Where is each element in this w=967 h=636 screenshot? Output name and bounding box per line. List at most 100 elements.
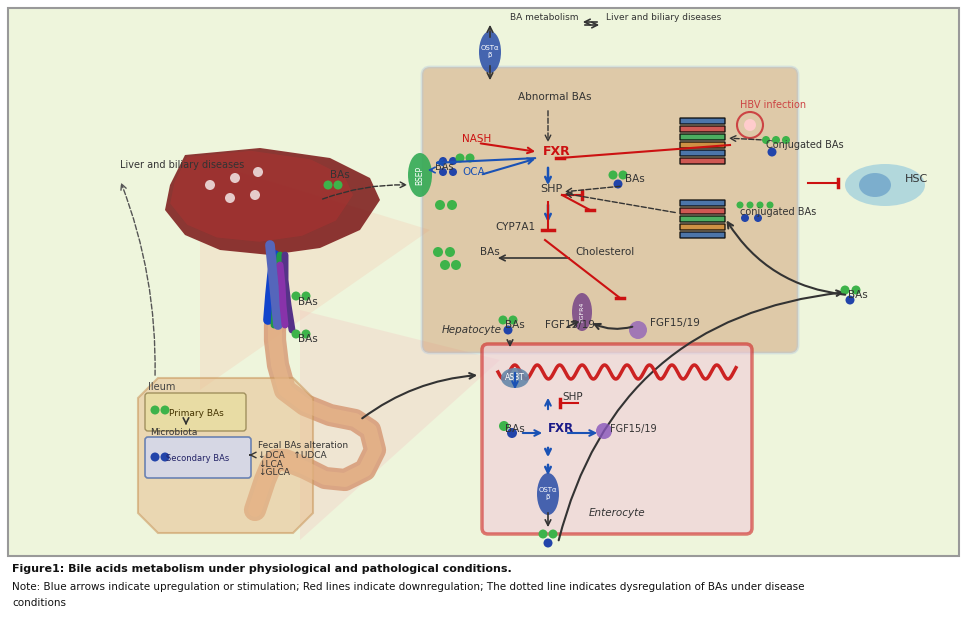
Text: BAs: BAs <box>435 162 454 172</box>
Circle shape <box>499 315 508 324</box>
Circle shape <box>548 530 558 539</box>
Circle shape <box>782 136 790 144</box>
Text: CYP7A1: CYP7A1 <box>495 222 535 232</box>
Ellipse shape <box>629 321 647 339</box>
Text: Liver and biliary diseases: Liver and biliary diseases <box>606 13 721 22</box>
Circle shape <box>455 153 464 163</box>
Circle shape <box>852 286 861 294</box>
Polygon shape <box>165 148 380 255</box>
FancyBboxPatch shape <box>680 216 725 222</box>
Text: NASH: NASH <box>462 134 491 144</box>
Ellipse shape <box>479 31 501 73</box>
Text: Enterocyte: Enterocyte <box>589 508 645 518</box>
Text: Primary BAs: Primary BAs <box>168 409 223 418</box>
Text: ↓LCA: ↓LCA <box>258 460 283 469</box>
Circle shape <box>302 329 310 338</box>
Text: BAs: BAs <box>505 424 525 434</box>
Circle shape <box>539 530 547 539</box>
FancyBboxPatch shape <box>145 393 246 431</box>
Ellipse shape <box>408 153 432 197</box>
Circle shape <box>291 291 301 300</box>
Text: conjugated BAs: conjugated BAs <box>740 207 816 217</box>
Circle shape <box>543 539 552 548</box>
Polygon shape <box>138 378 313 533</box>
Text: FXR: FXR <box>543 145 571 158</box>
Ellipse shape <box>572 293 592 331</box>
Circle shape <box>772 136 780 144</box>
Circle shape <box>504 326 513 335</box>
Text: BSEP: BSEP <box>416 165 425 184</box>
Circle shape <box>451 260 461 270</box>
Circle shape <box>762 136 770 144</box>
Text: BAs: BAs <box>848 290 867 300</box>
Circle shape <box>767 202 774 209</box>
Text: OSTα
β: OSTα β <box>539 488 557 501</box>
Circle shape <box>840 286 849 294</box>
Text: BAs: BAs <box>505 320 525 330</box>
Text: ASBT: ASBT <box>505 373 525 382</box>
Polygon shape <box>200 160 430 390</box>
Circle shape <box>449 157 457 165</box>
Circle shape <box>439 168 447 176</box>
Circle shape <box>334 181 342 190</box>
Circle shape <box>435 200 445 210</box>
Text: Fecal BAs alteration: Fecal BAs alteration <box>258 441 348 450</box>
Circle shape <box>744 119 756 131</box>
Circle shape <box>151 406 160 415</box>
FancyBboxPatch shape <box>680 118 725 124</box>
Text: Ileum: Ileum <box>148 382 175 392</box>
Circle shape <box>507 428 517 438</box>
FancyBboxPatch shape <box>680 200 725 206</box>
FancyBboxPatch shape <box>680 126 725 132</box>
Text: Abnormal BAs: Abnormal BAs <box>518 92 592 102</box>
Circle shape <box>754 214 762 222</box>
FancyBboxPatch shape <box>680 150 725 156</box>
FancyBboxPatch shape <box>680 208 725 214</box>
FancyBboxPatch shape <box>422 67 798 353</box>
Circle shape <box>613 179 623 188</box>
Text: FGF15/19: FGF15/19 <box>545 320 595 330</box>
Circle shape <box>747 202 753 209</box>
Text: Note: Blue arrows indicate upregulation or stimulation; Red lines indicate downr: Note: Blue arrows indicate upregulation … <box>12 582 805 592</box>
Circle shape <box>253 167 263 177</box>
Circle shape <box>465 153 475 163</box>
Text: SHP: SHP <box>562 392 583 402</box>
Ellipse shape <box>501 368 529 388</box>
Text: BAs: BAs <box>625 174 645 184</box>
Circle shape <box>433 247 443 257</box>
Circle shape <box>291 329 301 338</box>
Text: BAs: BAs <box>298 334 318 344</box>
FancyBboxPatch shape <box>680 224 725 230</box>
Ellipse shape <box>537 473 559 515</box>
Text: FGF15/19: FGF15/19 <box>610 424 657 434</box>
Circle shape <box>225 193 235 203</box>
Text: Figure1: Bile acids metabolism under physiological and pathological conditions.: Figure1: Bile acids metabolism under phy… <box>12 564 512 574</box>
Text: FGF15/19: FGF15/19 <box>650 318 700 328</box>
FancyBboxPatch shape <box>680 232 725 238</box>
Text: HSC: HSC <box>905 174 928 184</box>
Text: ↓GLCA: ↓GLCA <box>258 468 290 477</box>
Circle shape <box>324 181 333 190</box>
Polygon shape <box>170 151 353 242</box>
Text: SHP: SHP <box>540 184 562 194</box>
Circle shape <box>205 180 215 190</box>
Circle shape <box>509 315 517 324</box>
Ellipse shape <box>596 423 612 439</box>
Circle shape <box>161 452 169 462</box>
Circle shape <box>756 202 764 209</box>
Text: Cholesterol: Cholesterol <box>575 247 634 257</box>
Text: ↓DCA   ↑UDCA: ↓DCA ↑UDCA <box>258 451 327 460</box>
Circle shape <box>439 157 447 165</box>
Text: Conjugated BAs: Conjugated BAs <box>766 140 843 150</box>
Circle shape <box>445 247 455 257</box>
Circle shape <box>302 291 310 300</box>
Circle shape <box>499 421 509 431</box>
Ellipse shape <box>859 173 891 197</box>
Text: FGFR4: FGFR4 <box>579 302 584 322</box>
Text: BA metabolism: BA metabolism <box>510 13 578 22</box>
Text: Microbiota: Microbiota <box>150 428 197 437</box>
Text: Liver and biliary diseases: Liver and biliary diseases <box>120 160 245 170</box>
FancyBboxPatch shape <box>8 8 959 556</box>
Circle shape <box>845 296 855 305</box>
Text: Secondary BAs: Secondary BAs <box>166 454 229 463</box>
